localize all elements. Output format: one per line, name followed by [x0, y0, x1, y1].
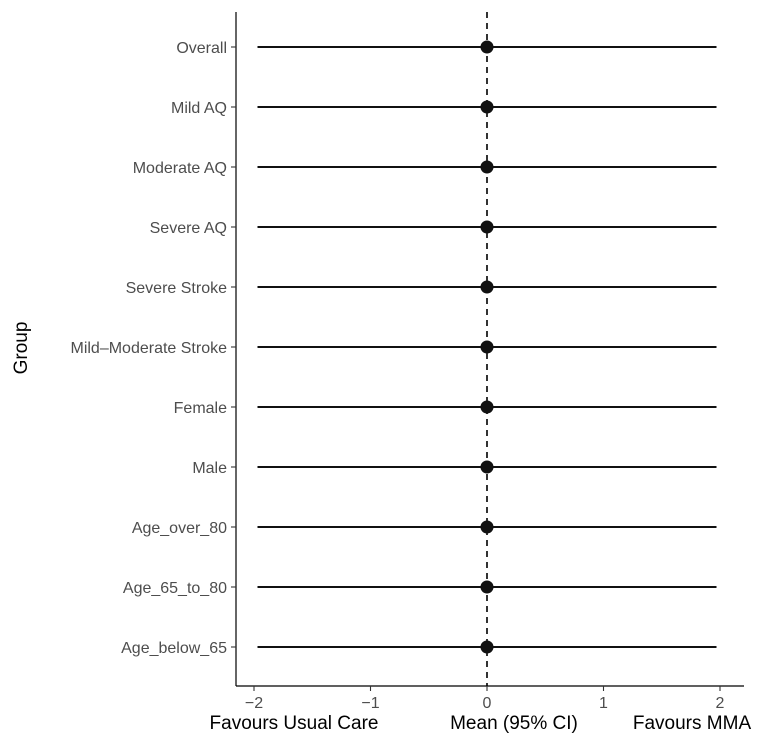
x-tick-label: 2 — [716, 695, 725, 712]
mean-point — [480, 340, 494, 354]
x-tick-label: 1 — [599, 695, 608, 712]
y-tick-label: Age_over_80 — [132, 520, 227, 537]
mean-point — [480, 40, 494, 54]
y-tick-label: Female — [174, 400, 227, 417]
y-tick-label: Moderate AQ — [133, 160, 227, 177]
x-axis-title-right: Favours MMA — [633, 713, 752, 734]
y-tick-label: Mild AQ — [171, 100, 227, 117]
mean-point — [480, 640, 494, 654]
y-tick-label: Mild–Moderate Stroke — [70, 340, 227, 357]
mean-point — [480, 220, 494, 234]
mean-point — [480, 160, 494, 174]
x-axis-title-left: Favours Usual Care — [210, 713, 379, 734]
y-axis-title: Group — [11, 322, 32, 375]
mean-point — [480, 580, 494, 594]
y-tick-label: Overall — [176, 40, 227, 57]
mean-point — [480, 280, 494, 294]
mean-point — [480, 400, 494, 414]
x-tick-label: 0 — [483, 695, 492, 712]
y-tick-label: Severe Stroke — [126, 280, 227, 297]
y-tick-label: Age_below_65 — [121, 640, 227, 657]
mean-point — [480, 520, 494, 534]
y-tick-label: Male — [192, 460, 227, 477]
y-tick-label: Age_65_to_80 — [123, 580, 227, 597]
x-tick-label: −1 — [361, 695, 379, 712]
mean-point — [480, 100, 494, 114]
y-tick-label: Severe AQ — [150, 220, 227, 237]
x-tick-label: −2 — [245, 695, 263, 712]
x-axis-title-center: Mean (95% CI) — [450, 713, 578, 734]
mean-point — [480, 460, 494, 474]
